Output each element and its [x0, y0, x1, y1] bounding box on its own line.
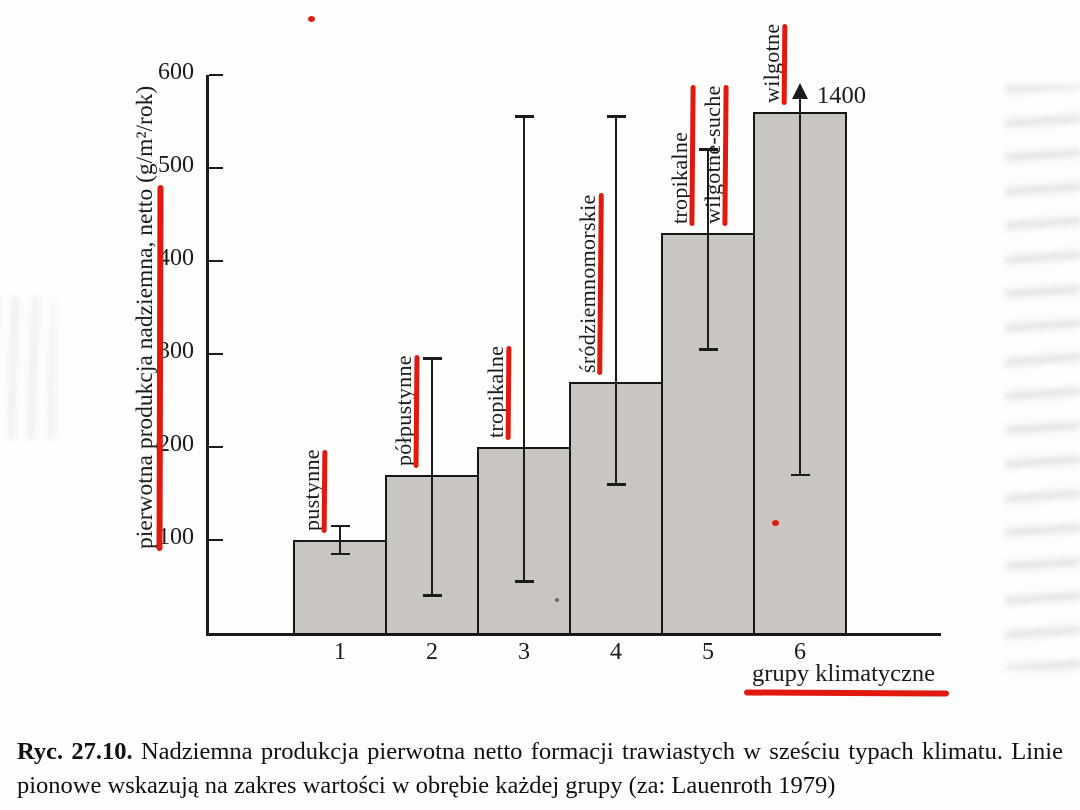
error-bar-cap-top	[514, 115, 534, 119]
range-overflow-value-label: 1400	[817, 82, 866, 109]
error-bar-cap-bottom	[422, 594, 442, 598]
bar-label-line: pustynne	[295, 449, 328, 531]
x-category-label: 4	[610, 639, 622, 665]
y-tick-label: 100	[158, 524, 194, 550]
bar-label-line: wilgotne	[755, 24, 788, 103]
y-tick	[208, 445, 223, 449]
red-pen-dot	[772, 520, 779, 526]
y-tick	[208, 538, 223, 542]
error-bar-line	[614, 116, 618, 485]
bar-label: wilgotne	[755, 24, 788, 103]
range-overflow-arrow-icon	[792, 83, 808, 99]
x-category-label: 1	[334, 639, 346, 665]
x-category-label: 5	[702, 639, 714, 665]
y-tick	[208, 352, 223, 356]
y-axis-label: pierwotna produkcja nadziemna, netto (g/…	[126, 86, 164, 549]
error-bar-cap-top	[422, 357, 442, 361]
red-pen-dot	[308, 16, 315, 22]
bar-label: półpustynne	[387, 355, 420, 466]
x-category-label: 6	[794, 639, 806, 665]
bar-label-line: śródziemnomorskie	[571, 194, 604, 373]
x-axis-label: grupy klimatyczne	[752, 660, 936, 687]
error-bar-line	[430, 358, 434, 596]
bar-label-line: wilgotne-suche	[696, 85, 729, 224]
bar-label-line: tropikalne	[479, 346, 512, 438]
error-bar-line	[706, 149, 710, 350]
bar-label: tropikalne wilgotne-suche	[663, 85, 729, 224]
error-bar-cap-bottom	[698, 347, 718, 351]
bar-label: śródziemnomorskie	[571, 194, 604, 373]
caption-line-2: pionowe wskazują na zakres wartości w ob…	[17, 772, 836, 799]
error-bar-cap-bottom	[790, 473, 810, 477]
caption-line-1: Ryc. 27.10. Nadziemna produkcja pierwotn…	[17, 735, 1063, 769]
error-bar-line	[522, 116, 526, 582]
error-bar-line	[338, 526, 342, 554]
x-category-label: 3	[518, 639, 530, 665]
bar-chart-figure: 100 200 300 400 500 600 1 2 3 4 5 6 1400 pustynne półp…	[0, 0, 1080, 710]
error-bar-cap-bottom	[330, 552, 350, 556]
bar-label-line: półpustynne	[387, 355, 420, 466]
figure-number: Ryc. 27.10.	[17, 738, 133, 765]
y-tick-label: 500	[158, 152, 194, 178]
ink-speck	[555, 598, 559, 602]
y-tick-label: 300	[158, 338, 194, 364]
error-bar-cap-bottom	[514, 580, 534, 584]
bar-label: pustynne	[295, 449, 328, 531]
x-category-label: 2	[426, 639, 438, 665]
y-tick-label: 400	[158, 245, 194, 271]
y-tick-label: 200	[158, 431, 194, 457]
y-tick	[208, 73, 223, 77]
y-tick	[208, 259, 223, 263]
error-bar-cap-bottom	[606, 482, 626, 486]
y-tick-label: 600	[158, 59, 194, 85]
y-tick	[208, 166, 223, 170]
figure-caption: Ryc. 27.10. Nadziemna produkcja pierwotn…	[17, 735, 1063, 803]
y-axis-line	[206, 75, 209, 635]
error-bar-cap-top	[330, 524, 350, 528]
bar-label-line: tropikalne	[663, 85, 696, 224]
caption-text: Nadziemna produkcja pierwotna netto form…	[140, 738, 1063, 765]
error-bar-line	[798, 96, 802, 475]
bar-label: tropikalne	[479, 346, 512, 438]
error-bar-cap-top	[606, 115, 626, 119]
